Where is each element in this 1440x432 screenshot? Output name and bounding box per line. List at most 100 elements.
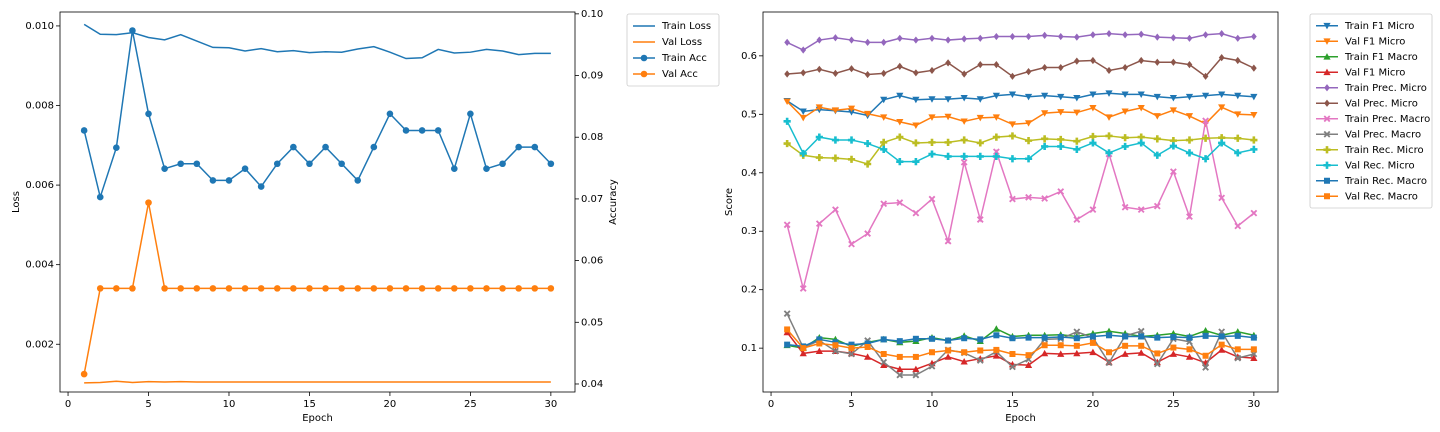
data-point bbox=[1169, 168, 1177, 175]
y-right-tick-label: 0.06 bbox=[581, 256, 603, 267]
data-point bbox=[945, 347, 952, 354]
data-point bbox=[1009, 363, 1016, 371]
y-tick-label: 0.2 bbox=[741, 285, 757, 296]
data-point bbox=[1153, 151, 1161, 159]
data-point bbox=[880, 138, 888, 146]
data-point bbox=[1169, 142, 1177, 150]
data-point bbox=[1234, 149, 1242, 157]
data-point bbox=[993, 332, 1000, 339]
data-point bbox=[864, 230, 872, 237]
data-point bbox=[928, 195, 936, 203]
data-point bbox=[1057, 63, 1064, 72]
data-point bbox=[847, 105, 856, 113]
data-point bbox=[96, 193, 104, 201]
data-point bbox=[1009, 195, 1016, 203]
data-point bbox=[1025, 193, 1032, 201]
data-point bbox=[976, 357, 984, 364]
data-point bbox=[1121, 350, 1129, 357]
data-point bbox=[799, 114, 807, 122]
data-point bbox=[1234, 346, 1241, 353]
x-tick-label: 15 bbox=[1006, 399, 1019, 410]
data-point bbox=[880, 114, 888, 121]
data-point bbox=[783, 98, 791, 106]
data-point bbox=[1169, 95, 1177, 102]
y-tick-label: 0.008 bbox=[25, 101, 54, 112]
data-point bbox=[1185, 149, 1194, 157]
data-point bbox=[896, 119, 904, 126]
data-point bbox=[784, 341, 791, 348]
data-point bbox=[1250, 93, 1258, 101]
data-point bbox=[928, 138, 936, 146]
series-val-acc bbox=[80, 199, 555, 378]
data-point bbox=[960, 118, 968, 125]
data-point bbox=[928, 362, 936, 370]
data-point bbox=[450, 165, 458, 172]
y-tick-label: 0.010 bbox=[25, 21, 54, 32]
data-point bbox=[209, 285, 217, 292]
data-point bbox=[1105, 359, 1113, 367]
data-point bbox=[241, 165, 249, 172]
data-point bbox=[1186, 34, 1193, 42]
data-point bbox=[273, 160, 281, 168]
data-point bbox=[434, 285, 442, 292]
data-point bbox=[1153, 93, 1161, 101]
data-point bbox=[1153, 358, 1161, 366]
data-point bbox=[960, 152, 968, 160]
data-point bbox=[450, 285, 458, 292]
data-point bbox=[944, 113, 952, 121]
data-point bbox=[977, 347, 984, 354]
data-point bbox=[848, 350, 855, 358]
data-point bbox=[1186, 213, 1193, 221]
data-point bbox=[1073, 216, 1081, 223]
data-point bbox=[1121, 203, 1129, 211]
data-point bbox=[386, 285, 394, 292]
data-point bbox=[847, 109, 856, 116]
data-point bbox=[944, 353, 952, 360]
data-point bbox=[961, 349, 968, 356]
data-point bbox=[1009, 72, 1016, 80]
data-point bbox=[531, 143, 539, 151]
data-point bbox=[815, 220, 823, 228]
data-point bbox=[1138, 342, 1145, 349]
data-point bbox=[1234, 34, 1241, 42]
data-point bbox=[1024, 361, 1033, 368]
data-point bbox=[945, 36, 951, 44]
data-point bbox=[1057, 350, 1065, 357]
data-point bbox=[515, 143, 522, 151]
data-point bbox=[864, 70, 871, 79]
data-point bbox=[912, 122, 920, 130]
data-point bbox=[1041, 63, 1048, 72]
data-point bbox=[912, 371, 920, 379]
data-point bbox=[977, 61, 984, 69]
data-point bbox=[1025, 352, 1032, 359]
data-point bbox=[1073, 57, 1080, 65]
data-point bbox=[1121, 108, 1129, 115]
data-point bbox=[880, 96, 888, 104]
data-point bbox=[880, 145, 888, 153]
data-point bbox=[225, 285, 233, 292]
data-point bbox=[848, 345, 855, 352]
legend: Train Loss Val Loss Train Acc Val Acc bbox=[626, 13, 720, 87]
series-val-rec-micro bbox=[783, 117, 1258, 166]
data-point bbox=[976, 216, 984, 223]
data-point bbox=[1089, 348, 1097, 356]
y-right-tick-label: 0.10 bbox=[581, 9, 603, 20]
data-point bbox=[977, 336, 984, 343]
data-point bbox=[976, 139, 984, 147]
data-point bbox=[928, 150, 936, 158]
data-point bbox=[1185, 93, 1194, 101]
data-point bbox=[1202, 352, 1209, 359]
data-point bbox=[306, 160, 313, 168]
y-tick-label: 0.4 bbox=[741, 168, 757, 179]
data-point bbox=[847, 155, 856, 163]
y-tick-label: 0.6 bbox=[741, 51, 757, 62]
data-point bbox=[992, 352, 1000, 359]
data-point bbox=[1138, 56, 1145, 65]
data-point bbox=[306, 285, 313, 292]
data-point bbox=[161, 165, 168, 172]
x-tick-label: 10 bbox=[223, 399, 236, 410]
data-point bbox=[1234, 332, 1241, 339]
data-point bbox=[976, 152, 984, 160]
data-point bbox=[1009, 351, 1016, 357]
